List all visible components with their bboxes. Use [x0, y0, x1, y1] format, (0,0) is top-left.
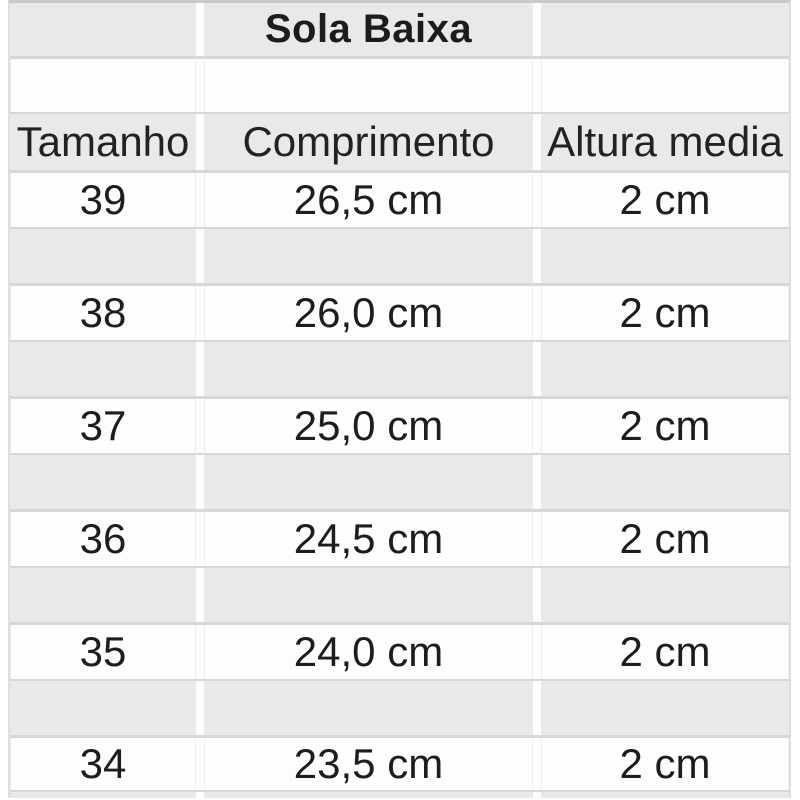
title-row-left-cell	[10, 3, 196, 56]
spacer-cell	[10, 455, 196, 509]
cell-size: 35	[10, 624, 196, 679]
spacer-cell	[541, 229, 789, 283]
column-header-comprimento: Comprimento	[204, 114, 533, 170]
spacer-cell	[541, 681, 789, 735]
empty-cell	[204, 58, 533, 112]
column-header-tamanho: Tamanho	[10, 114, 196, 170]
spacer-row	[10, 568, 789, 622]
cell-height: 2 cm	[541, 398, 789, 453]
cell-length: 25,0 cm	[204, 398, 533, 453]
spacer-cell	[204, 455, 533, 509]
cell-height: 2 cm	[541, 511, 789, 566]
column-header-altura-media: Altura media	[541, 114, 789, 170]
spacer-row	[10, 681, 789, 735]
title-row: Sola Baixa	[10, 3, 789, 56]
cell-height: 2 cm	[541, 737, 789, 790]
cropped-spacer-row	[10, 792, 789, 798]
spacer-cell	[541, 342, 789, 396]
empty-cell	[10, 58, 196, 112]
cell-size: 37	[10, 398, 196, 453]
cell-length: 24,5 cm	[204, 511, 533, 566]
cell-size: 39	[10, 172, 196, 227]
spacer-cell	[541, 568, 789, 622]
table-row: 34 23,5 cm 2 cm	[10, 737, 789, 790]
table-row: 36 24,5 cm 2 cm	[10, 511, 789, 566]
table-row: 39 26,5 cm 2 cm	[10, 172, 789, 227]
cell-size: 38	[10, 285, 196, 340]
header-row: Tamanho Comprimento Altura media	[10, 114, 789, 170]
spacer-cell	[204, 681, 533, 735]
spacer-row	[10, 455, 789, 509]
cell-length: 26,5 cm	[204, 172, 533, 227]
spacer-cell	[541, 455, 789, 509]
cell-height: 2 cm	[541, 624, 789, 679]
table-row: 35 24,0 cm 2 cm	[10, 624, 789, 679]
cell-height: 2 cm	[541, 172, 789, 227]
spacer-cell	[204, 792, 533, 798]
spacer-cell	[204, 342, 533, 396]
cell-size: 34	[10, 737, 196, 790]
size-chart-title: Sola Baixa	[204, 3, 533, 56]
spacer-cell	[204, 229, 533, 283]
table-row: 37 25,0 cm 2 cm	[10, 398, 789, 453]
empty-cell	[541, 58, 789, 112]
spacer-row	[10, 342, 789, 396]
cell-length: 23,5 cm	[204, 737, 533, 790]
size-chart-table: Sola Baixa Tamanho Comprimento Altura me…	[8, 0, 791, 798]
spacer-cell	[10, 229, 196, 283]
cell-size: 36	[10, 511, 196, 566]
cell-height: 2 cm	[541, 285, 789, 340]
table-row: 38 26,0 cm 2 cm	[10, 285, 789, 340]
spacer-cell	[204, 568, 533, 622]
spacer-cell	[541, 792, 789, 798]
spacer-cell	[10, 681, 196, 735]
spacer-cell	[10, 568, 196, 622]
title-row-right-cell	[541, 3, 789, 56]
cell-length: 26,0 cm	[204, 285, 533, 340]
cell-length: 24,0 cm	[204, 624, 533, 679]
spacer-cell	[10, 792, 196, 798]
spacer-row	[10, 229, 789, 283]
spacer-cell	[10, 342, 196, 396]
empty-row	[10, 58, 789, 112]
